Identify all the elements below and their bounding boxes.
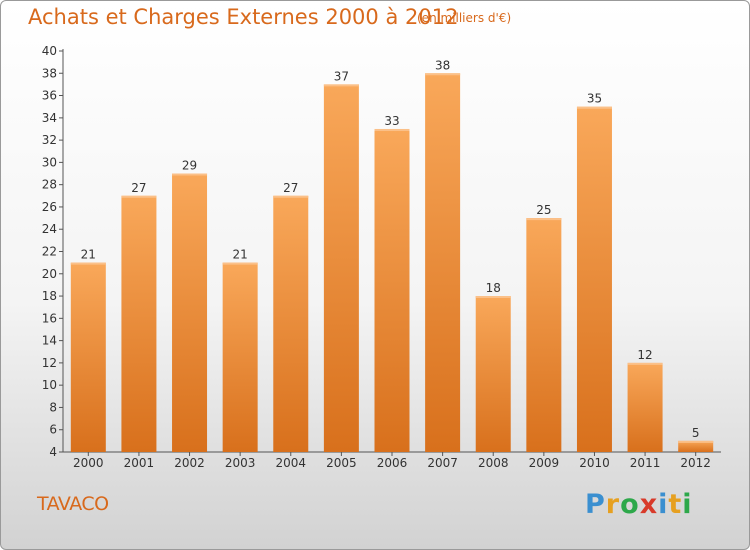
data-label: 29 bbox=[182, 159, 197, 173]
logo-letter: i bbox=[682, 489, 693, 520]
x-tick-label: 2002 bbox=[174, 456, 205, 470]
logo-letter: i bbox=[658, 489, 669, 520]
y-tick-label: 22 bbox=[42, 245, 57, 259]
x-tick-label: 2009 bbox=[529, 456, 560, 470]
data-label: 25 bbox=[536, 203, 551, 217]
y-tick-label: 36 bbox=[42, 89, 57, 103]
y-tick-label: 40 bbox=[42, 44, 57, 58]
chart-title: Achats et Charges Externes 2000 à 2012 bbox=[28, 5, 459, 29]
logo-letter: o bbox=[620, 489, 640, 520]
bar bbox=[273, 195, 309, 453]
y-tick-label: 38 bbox=[42, 66, 57, 80]
bar bbox=[475, 296, 511, 452]
y-tick-label: 20 bbox=[42, 267, 57, 281]
x-tick-label: 2011 bbox=[630, 456, 661, 470]
bar bbox=[222, 262, 258, 452]
y-tick-label: 24 bbox=[42, 222, 57, 236]
y-tick-label: 30 bbox=[42, 155, 57, 169]
y-tick-label: 32 bbox=[42, 133, 57, 147]
commune-name: TAVACO bbox=[37, 493, 109, 515]
logo-letter: x bbox=[639, 489, 659, 520]
x-tick-label: 2006 bbox=[377, 456, 408, 470]
y-tick-label: 6 bbox=[49, 423, 57, 437]
data-label: 38 bbox=[435, 58, 450, 72]
bar bbox=[678, 440, 714, 452]
data-label: 21 bbox=[81, 248, 96, 262]
logo-letter: P bbox=[585, 489, 606, 520]
bar bbox=[121, 195, 157, 453]
y-tick-label: 26 bbox=[42, 200, 57, 214]
y-tick-label: 18 bbox=[42, 289, 57, 303]
logo-letter: t bbox=[668, 489, 683, 520]
bar bbox=[70, 262, 106, 452]
y-tick-label: 8 bbox=[49, 400, 57, 414]
data-label: 12 bbox=[637, 348, 652, 362]
bar bbox=[425, 73, 461, 453]
x-tick-label: 2012 bbox=[680, 456, 711, 470]
data-label: 18 bbox=[486, 281, 501, 295]
bar bbox=[627, 362, 663, 452]
bar bbox=[172, 173, 208, 452]
y-tick-label: 16 bbox=[42, 311, 57, 325]
logo-letter: r bbox=[605, 489, 621, 520]
y-tick-label: 28 bbox=[42, 178, 57, 192]
data-label: 21 bbox=[233, 248, 248, 262]
data-label: 27 bbox=[283, 181, 298, 195]
data-label: 35 bbox=[587, 92, 602, 106]
bar bbox=[576, 106, 612, 452]
y-tick-label: 12 bbox=[42, 356, 57, 370]
y-tick-label: 14 bbox=[42, 334, 57, 348]
x-tick-label: 2008 bbox=[478, 456, 509, 470]
data-label: 27 bbox=[131, 181, 146, 195]
bar bbox=[374, 128, 410, 452]
data-label: 33 bbox=[384, 114, 399, 128]
x-tick-label: 2000 bbox=[73, 456, 104, 470]
x-tick-label: 2010 bbox=[579, 456, 610, 470]
y-tick-label: 10 bbox=[42, 378, 57, 392]
x-tick-label: 2007 bbox=[427, 456, 458, 470]
y-tick-label: 4 bbox=[49, 445, 57, 459]
x-tick-label: 2001 bbox=[124, 456, 155, 470]
x-tick-label: 2004 bbox=[275, 456, 306, 470]
unit-label: (en milliers d'€) bbox=[417, 11, 512, 25]
x-tick-label: 2005 bbox=[326, 456, 357, 470]
bar bbox=[323, 84, 359, 453]
proxiti-logo: Proxiti bbox=[585, 489, 693, 520]
y-tick-label: 34 bbox=[42, 111, 57, 125]
data-label: 5 bbox=[692, 426, 700, 440]
bar bbox=[526, 218, 562, 452]
x-tick-label: 2003 bbox=[225, 456, 256, 470]
data-label: 37 bbox=[334, 69, 349, 83]
